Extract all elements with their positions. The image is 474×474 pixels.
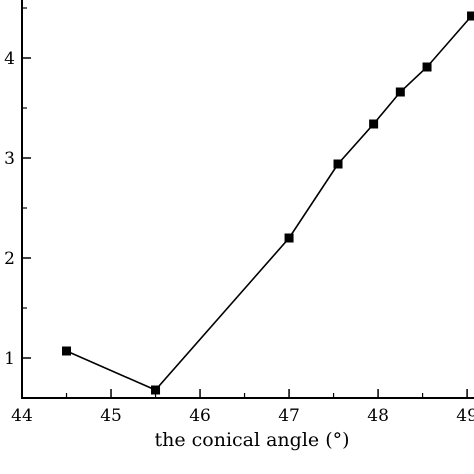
x-tick-label: 48 bbox=[367, 406, 389, 426]
data-point bbox=[151, 385, 161, 395]
data-markers bbox=[62, 11, 474, 395]
y-tick-label: 1 bbox=[4, 349, 15, 369]
data-point bbox=[333, 159, 343, 169]
data-point bbox=[284, 233, 294, 243]
data-point bbox=[369, 119, 379, 129]
series-line bbox=[66, 15, 473, 391]
y-tick-label: 4 bbox=[4, 49, 15, 69]
plot-frame bbox=[21, 0, 474, 399]
y-axis-ticks: 1 2 3 4 bbox=[4, 7, 31, 369]
data-point bbox=[62, 346, 72, 356]
data-point bbox=[395, 87, 405, 97]
x-tick-label: 49 bbox=[456, 406, 474, 426]
x-tick-label: 44 bbox=[11, 406, 33, 426]
x-axis-ticks: 44 45 46 47 48 49 bbox=[11, 389, 474, 426]
y-tick-label: 3 bbox=[4, 149, 15, 169]
x-tick-label: 47 bbox=[278, 406, 300, 426]
x-axis-title: the conical angle (°) bbox=[154, 429, 349, 451]
x-tick-label: 46 bbox=[189, 406, 211, 426]
data-point bbox=[422, 62, 432, 72]
data-point bbox=[467, 11, 474, 21]
x-tick-label: 45 bbox=[100, 406, 122, 426]
y-tick-label: 2 bbox=[4, 249, 15, 269]
